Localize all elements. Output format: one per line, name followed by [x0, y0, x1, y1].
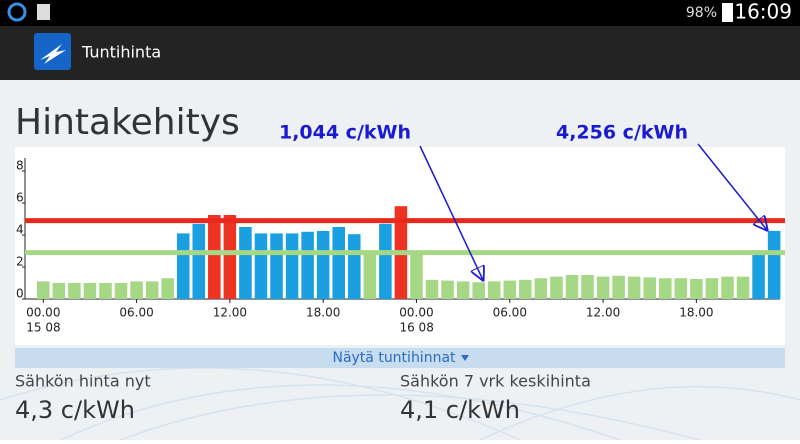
bar — [285, 233, 299, 299]
bar — [68, 283, 81, 299]
x-tick-label: 12.00 — [586, 306, 620, 320]
app-bar — [0, 26, 800, 80]
y-tick-label: 4 — [16, 223, 24, 237]
annotation: 1,044 c/kWh — [279, 122, 411, 144]
bar — [565, 275, 579, 299]
battery-icon — [722, 3, 733, 22]
bar — [472, 282, 485, 299]
app-icon-glyph — [40, 44, 66, 64]
bar — [410, 251, 423, 299]
annotation-arrow — [419, 145, 483, 280]
sd-icon — [37, 4, 50, 20]
bar — [99, 283, 112, 299]
bar — [659, 278, 672, 299]
bar — [612, 275, 625, 299]
x-date-label: 16 08 — [399, 321, 433, 335]
bar — [596, 276, 610, 299]
bar — [192, 223, 206, 299]
bar — [130, 281, 143, 299]
toggle-arrow — [461, 355, 469, 361]
bar — [348, 234, 361, 299]
toggle-label[interactable]: Näytä tuntihinnat — [332, 350, 456, 366]
stat-value: 4,3 c/kWh — [15, 396, 135, 424]
battery-percent: 98% — [686, 5, 717, 21]
x-tick-label: 00.00 — [399, 306, 433, 320]
swirls — [0, 367, 800, 441]
bar — [301, 231, 314, 299]
bar — [767, 230, 781, 299]
bar — [534, 278, 548, 299]
bar — [456, 281, 470, 299]
clock: 16:09 — [734, 0, 792, 24]
app-title: Tuntihinta — [81, 43, 161, 62]
bar — [690, 279, 703, 299]
x-tick-label: 18.00 — [306, 306, 340, 320]
bar — [316, 231, 330, 299]
bar — [487, 281, 501, 299]
bar — [176, 233, 190, 299]
bar — [83, 283, 97, 299]
bar — [736, 276, 750, 299]
bar — [503, 280, 517, 299]
bar — [705, 278, 719, 299]
y-tick-label: 8 — [16, 159, 24, 173]
bar — [270, 233, 283, 299]
y-tick-label: 0 — [16, 287, 24, 301]
bar — [519, 279, 532, 299]
stat-value: 4,1 c/kWh — [400, 396, 520, 424]
bar — [379, 223, 392, 299]
bar — [332, 227, 345, 299]
bar — [441, 280, 454, 299]
stat-label: Sähkön hinta nyt — [15, 372, 151, 391]
status-icon — [7, 2, 27, 22]
bar — [425, 279, 439, 299]
bar — [674, 278, 688, 299]
bar — [208, 215, 221, 299]
chart-title: Hintakehitys — [15, 102, 240, 143]
toggle-bar[interactable] — [15, 348, 785, 368]
bar — [627, 276, 641, 299]
bar — [114, 283, 128, 299]
bar — [239, 227, 252, 299]
bar — [161, 278, 174, 299]
annotation-arrow — [697, 143, 767, 230]
bar — [581, 275, 594, 299]
annotation: 4,256 c/kWh — [556, 122, 688, 144]
x-tick-label: 12.00 — [213, 306, 247, 320]
x-tick-label: 06.00 — [493, 306, 527, 320]
bar — [52, 283, 66, 299]
bar — [643, 277, 656, 299]
bar — [752, 252, 765, 299]
y-tick-label: 6 — [16, 191, 24, 205]
bar — [254, 233, 268, 299]
x-tick-label: 00.00 — [26, 306, 60, 320]
bar — [721, 276, 734, 299]
bar — [363, 251, 377, 299]
x-tick-label: 18.00 — [679, 306, 713, 320]
bar — [145, 281, 159, 299]
status-bar — [0, 0, 800, 26]
x-tick-label: 06.00 — [119, 306, 153, 320]
x-date-label: 15 08 — [26, 321, 60, 335]
bar — [37, 281, 50, 299]
y-tick-label: 2 — [16, 255, 24, 269]
bar — [550, 276, 563, 299]
bar — [223, 215, 237, 299]
stat-label: Sähkön 7 vrk keskihinta — [400, 372, 591, 391]
